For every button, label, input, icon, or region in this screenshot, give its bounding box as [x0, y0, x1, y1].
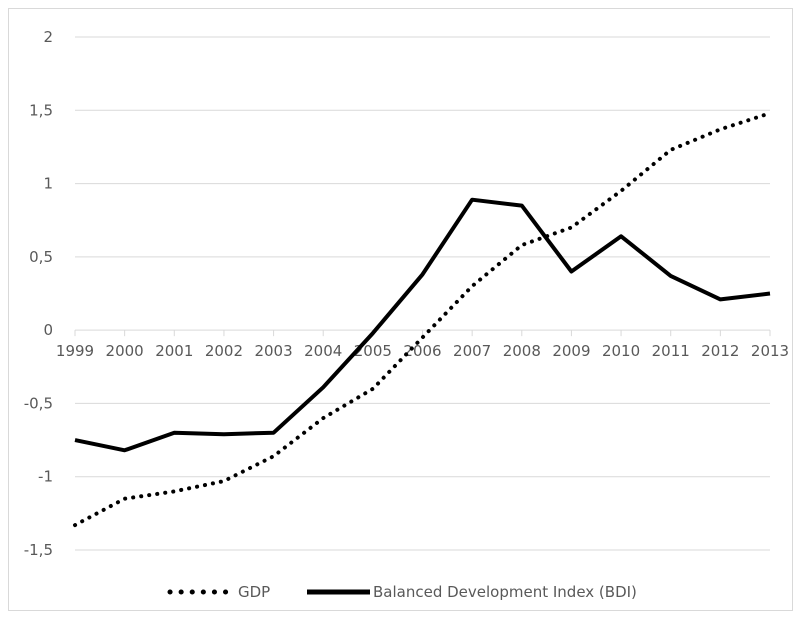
y-tick-label: 0	[43, 321, 53, 339]
y-tick-label: 2	[43, 28, 53, 46]
x-tick-label: 2009	[552, 342, 590, 360]
x-tick-label: 2010	[602, 342, 640, 360]
bdi-series-line	[74, 197, 771, 453]
series-lines	[73, 111, 772, 528]
x-tick-label: 2003	[254, 342, 292, 360]
gdp-series-line	[73, 111, 772, 528]
x-tick-label: 2007	[453, 342, 491, 360]
y-tick-label: -1,5	[24, 541, 53, 559]
x-tick-label: 2012	[701, 342, 739, 360]
y-tick-label: -0,5	[24, 394, 53, 412]
x-tick-label: 2000	[106, 342, 144, 360]
x-tick-label: 2006	[403, 342, 441, 360]
legend-gdp-label: GDP	[238, 583, 270, 601]
legend-bdi-label: Balanced Development Index (BDI)	[373, 583, 637, 601]
legend: GDP Balanced Development Index (BDI)	[167, 583, 637, 601]
y-axis-ticks: 2 1,5 1 0,5 0 -0,5 -1 -1,5	[24, 28, 53, 559]
y-tick-label: 1,5	[29, 101, 53, 119]
chart-frame	[8, 8, 793, 611]
x-tick-label: 2002	[205, 342, 243, 360]
x-tick-label: 2011	[652, 342, 690, 360]
gridlines	[75, 36, 770, 551]
y-tick-label: 1	[43, 175, 53, 193]
x-tick-label: 2008	[503, 342, 541, 360]
x-tick-label: 1999	[56, 342, 94, 360]
y-tick-label: 0,5	[29, 248, 53, 266]
x-tick-label: 2005	[354, 342, 392, 360]
x-tick-label: 2004	[304, 342, 342, 360]
x-axis: 1999 2000 2001 2002 2003 2004 2005 2006 2007 2008…	[56, 329, 789, 360]
x-tick-label: 2001	[155, 342, 193, 360]
x-tick-label: 2013	[751, 342, 789, 360]
y-tick-label: -1	[38, 468, 53, 486]
